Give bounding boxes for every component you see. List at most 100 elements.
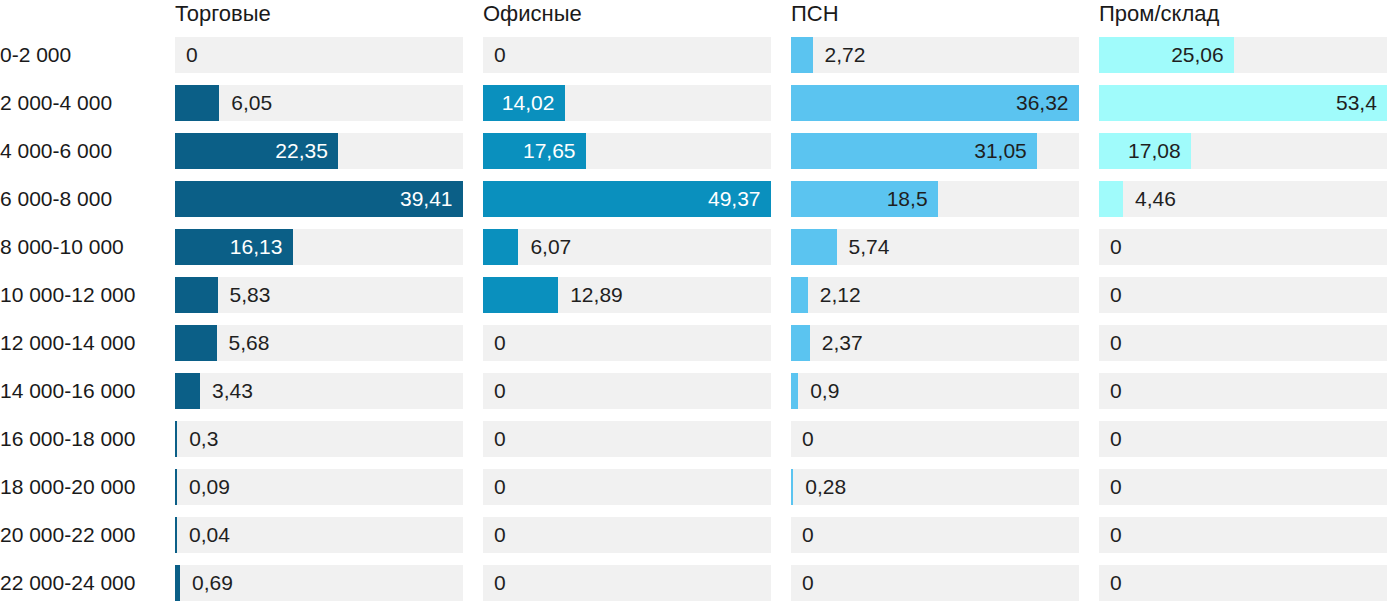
value-label: 0 [494,427,506,451]
bar-track: 0,04 [175,517,463,553]
row-label: 18 000-20 000 [0,469,155,505]
bar-track: 25,06 [1099,37,1387,73]
value-label: 22,35 [275,139,328,163]
bar-track: 0 [175,37,463,73]
bar-track: 0 [1099,277,1387,313]
bar-track: 0 [483,421,771,457]
bar [791,373,798,409]
row-label: 10 000-12 000 [0,277,155,313]
bar [791,37,813,73]
chart-row: 6 000-8 00039,4149,3718,54,46 [0,181,1400,217]
value-label: 18,5 [887,187,928,211]
row-label: 20 000-22 000 [0,517,155,553]
bar-track: 31,05 [791,133,1079,169]
value-label: 0,28 [805,475,846,499]
bar-track: 3,43 [175,373,463,409]
value-label: 0 [1110,283,1122,307]
bar [791,469,793,505]
bar-track: 0,28 [791,469,1079,505]
chart-row: 18 000-20 000 0,09 0 0,28 0 [0,469,1400,505]
bar [175,325,217,361]
chart-row: 20 000-22 000 0,04 0 0 0 [0,517,1400,553]
bar-track: 0,09 [175,469,463,505]
value-label: 0 [494,331,506,355]
value-label: 31,05 [974,139,1027,163]
value-label: 0 [494,475,506,499]
bar-track: 5,68 [175,325,463,361]
bar-track: 16,13 [175,229,463,265]
value-label: 25,06 [1171,43,1224,67]
bar-track: 0 [483,517,771,553]
value-label: 17,65 [523,139,576,163]
value-label: 0 [1110,427,1122,451]
value-label: 5,74 [849,235,890,259]
bar-track: 12,89 [483,277,771,313]
value-label: 0 [494,523,506,547]
value-label: 0 [1110,379,1122,403]
value-label: 0 [494,43,506,67]
bar-track: 17,08 [1099,133,1387,169]
bar [791,277,808,313]
bar-track: 36,32 [791,85,1079,121]
bar-track: 53,4 [1099,85,1387,121]
value-label: 0 [1110,331,1122,355]
bar-track: 2,12 [791,277,1079,313]
value-label: 6,05 [231,91,272,115]
column-header-torgovye: Торговые [175,0,463,27]
bar-track: 2,37 [791,325,1079,361]
column-header-prom-sklad: Пром/склад [1099,0,1387,27]
value-label: 0 [1110,523,1122,547]
value-label: 0 [186,43,198,67]
bar-track: 0 [1099,373,1387,409]
bar-track: 0 [1099,421,1387,457]
value-label: 0,3 [189,427,218,451]
value-label: 0 [1110,475,1122,499]
bar [1099,181,1123,217]
value-label: 0 [1110,571,1122,595]
bar-track: 2,72 [791,37,1079,73]
column-headers: Торговые Офисные ПСН Пром/склад [0,0,1400,37]
bar-track: 0 [483,469,771,505]
value-label: 0 [802,427,814,451]
bar [175,565,180,601]
bar [791,229,837,265]
bar-track: 0 [1099,517,1387,553]
bar-track: 18,5 [791,181,1079,217]
value-label: 0,69 [192,571,233,595]
bar-track: 0 [1099,565,1387,601]
chart-row: 22 000-24 0000,69000 [0,565,1400,601]
bar [175,277,218,313]
bar-track: 14,02 [483,85,771,121]
bar-track: 0 [1099,229,1387,265]
chart-row: 12 000-14 0005,6802,370 [0,325,1400,361]
bar-track: 0,69 [175,565,463,601]
bar [175,469,177,505]
chart-row: 10 000-12 000 5,83 12,89 2,12 0 [0,277,1400,313]
value-label: 0,09 [189,475,230,499]
chart-row: 8 000-10 000 16,13 6,07 5,74 0 [0,229,1400,265]
chart-row: 0-2 000 0 0 2,72 25,06 [0,37,1400,73]
value-label: 0,9 [810,379,839,403]
row-label: 4 000-6 000 [0,133,155,169]
chart-row: 14 000-16 0003,4300,90 [0,373,1400,409]
bar [483,229,518,265]
row-label: 22 000-24 000 [0,565,155,601]
bar-track: 0 [791,565,1079,601]
chart-row: 4 000-6 000 22,35 17,65 31,05 17,08 [0,133,1400,169]
bar-track: 6,07 [483,229,771,265]
chart-row: 16 000-18 0000,3000 [0,421,1400,457]
row-label: 0-2 000 [0,37,155,73]
value-label: 0,04 [189,523,230,547]
bar-track: 0 [791,517,1079,553]
row-label: 8 000-10 000 [0,229,155,265]
value-label: 6,07 [530,235,571,259]
bar-track: 0,3 [175,421,463,457]
bar [175,421,177,457]
bar-track: 0 [483,325,771,361]
bar [175,85,219,121]
chart-rows: 0-2 000002,7225,062 000-4 0006,0514,0236… [0,37,1400,601]
bar-track: 0 [791,421,1079,457]
value-label: 39,41 [400,187,453,211]
value-label: 5,83 [230,283,271,307]
value-label: 0 [802,571,814,595]
